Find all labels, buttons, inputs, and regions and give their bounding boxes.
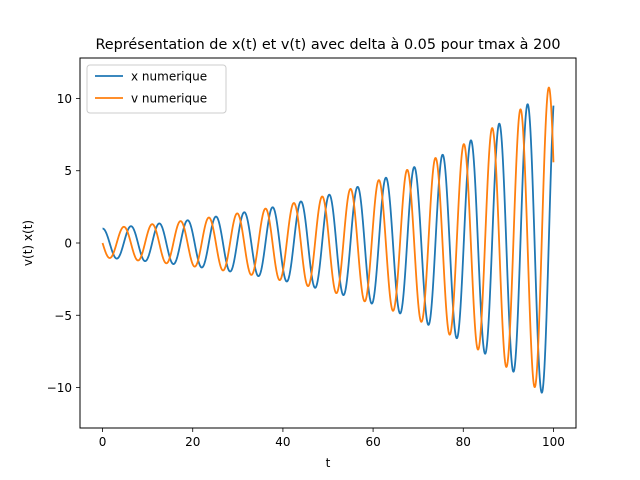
y-axis: −10 −5 0 5 10 — [47, 92, 80, 395]
y-tick-label: 5 — [64, 164, 72, 178]
y-tick-label: −10 — [47, 381, 72, 395]
x-tick-label: 60 — [365, 435, 380, 449]
legend: x numerique v numerique — [86, 64, 227, 114]
x-tick-label: 40 — [275, 435, 290, 449]
x-tick-label: 80 — [456, 435, 471, 449]
y-tick-label: −5 — [54, 309, 72, 323]
y-tick-label: 0 — [64, 237, 72, 251]
x-axis-label: t — [326, 456, 331, 470]
y-tick-label: 10 — [57, 92, 72, 106]
chart-title: Représentation de x(t) et v(t) avec delt… — [95, 37, 560, 53]
legend-box — [86, 64, 227, 114]
legend-label-v: v numerique — [131, 92, 207, 106]
series-line-v — [101, 86, 555, 389]
x-tick-label: 20 — [185, 435, 200, 449]
x-tick-label: 100 — [542, 435, 565, 449]
y-axis-label: v(t) x(t) — [21, 220, 35, 266]
series-line-x — [101, 103, 555, 394]
plot-area — [101, 86, 555, 394]
x-tick-label: 0 — [99, 435, 107, 449]
x-axis: 0 20 40 60 80 100 — [99, 428, 565, 449]
legend-label-x: x numerique — [131, 70, 207, 84]
